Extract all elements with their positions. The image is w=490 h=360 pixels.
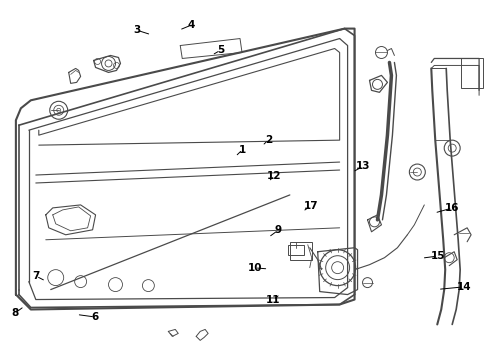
Bar — [290, 242, 312, 260]
Text: 9: 9 — [274, 225, 282, 235]
Text: 10: 10 — [247, 263, 262, 273]
Text: 14: 14 — [456, 282, 471, 292]
Text: 17: 17 — [304, 201, 318, 211]
Text: 7: 7 — [32, 271, 40, 281]
Text: 16: 16 — [445, 203, 460, 213]
Bar — [461, 58, 483, 88]
Text: 11: 11 — [266, 295, 281, 305]
Text: 15: 15 — [431, 251, 445, 261]
Text: 8: 8 — [11, 309, 18, 318]
Bar — [288, 245, 304, 255]
Text: 2: 2 — [265, 135, 272, 145]
Text: 1: 1 — [239, 144, 246, 154]
Text: 6: 6 — [92, 312, 99, 322]
Text: 5: 5 — [217, 45, 224, 55]
Text: 13: 13 — [356, 161, 370, 171]
Text: 4: 4 — [188, 20, 195, 30]
Text: 3: 3 — [133, 25, 140, 35]
Text: 12: 12 — [267, 171, 282, 181]
